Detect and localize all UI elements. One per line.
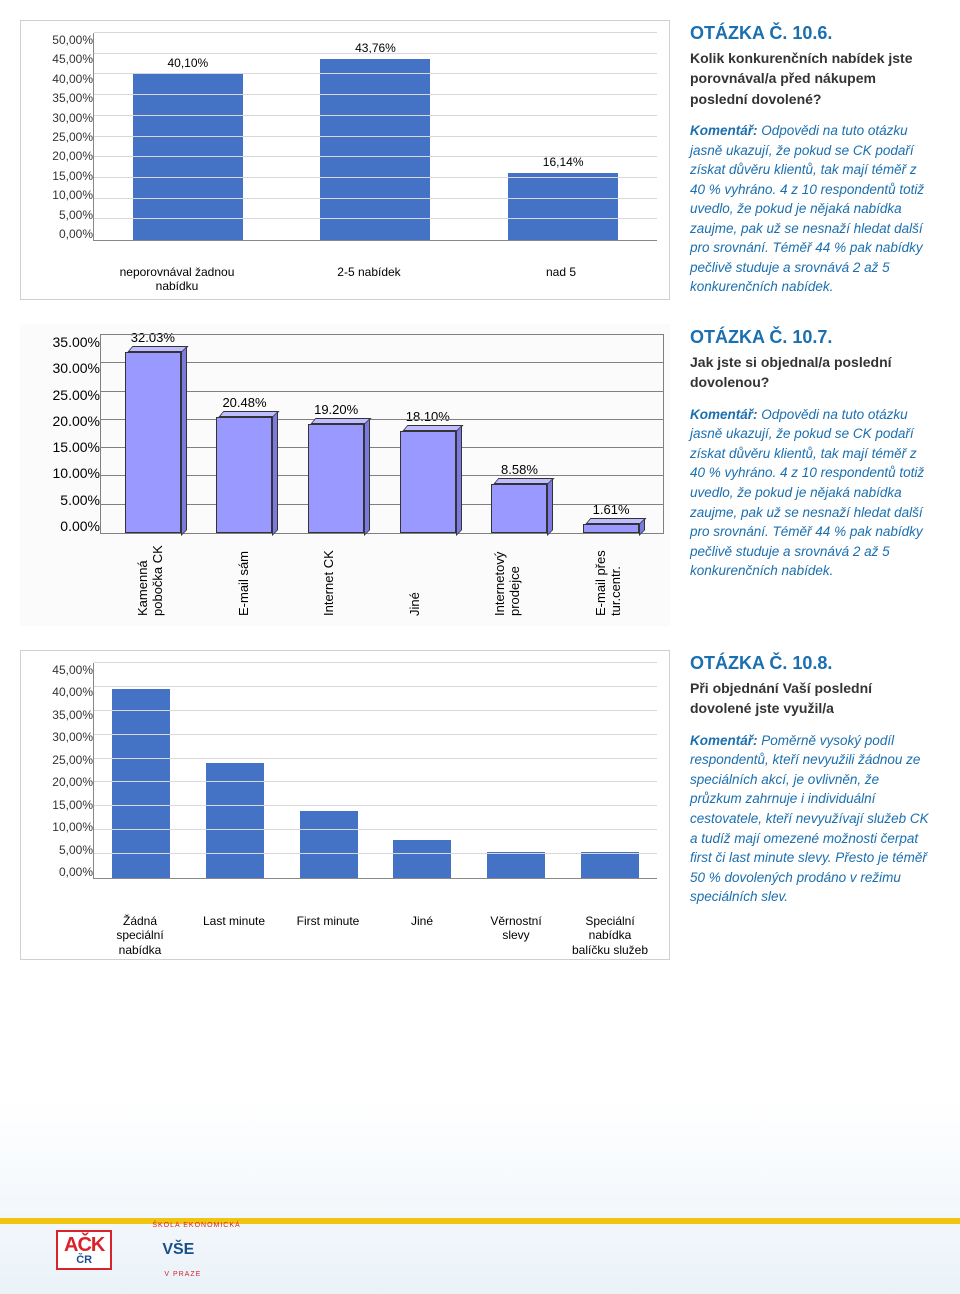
question-6-text: OTÁZKA Č. 10.6. Kolik konkurenčních nabí… (690, 20, 930, 300)
ack-logo: AČK ČR (56, 1230, 112, 1270)
chart-q7-wrap: 0.00%5.00%10.00%15.00%20.00%25.00%30.00%… (20, 324, 670, 626)
q7-subtitle: Jak jste si objednal/a poslední dovoleno… (690, 352, 930, 393)
q7-title: OTÁZKA Č. 10.7. (690, 324, 930, 350)
vse-logo: ŠKOLA EKONOMICKÁ VŠE V PRAZE (142, 1222, 214, 1278)
chart-q8: 0,00%5,00%10,00%15,00%20,00%25,00%30,00%… (20, 650, 670, 960)
q6-title: OTÁZKA Č. 10.6. (690, 20, 930, 46)
q8-comment: Komentář: Poměrně vysoký podíl responden… (690, 731, 930, 907)
q6-subtitle: Kolik konkurenčních nabídek jste porovná… (690, 48, 930, 109)
footer-logos: AČK ČR ŠKOLA EKONOMICKÁ VŠE V PRAZE (56, 1222, 214, 1278)
chart-q6: 0,00%5,00%10,00%15,00%20,00%25,00%30,00%… (20, 20, 670, 300)
question-8-text: OTÁZKA Č. 10.8. Při objednání Vaší posle… (690, 650, 930, 960)
q8-subtitle: Při objednání Vaší poslední dovolené jst… (690, 678, 930, 719)
q8-title: OTÁZKA Č. 10.8. (690, 650, 930, 676)
q7-comment: Komentář: Odpovědi na tuto otázku jasně … (690, 405, 930, 581)
chart-q7: 0.00%5.00%10.00%15.00%20.00%25.00%30.00%… (26, 330, 664, 620)
q6-comment: Komentář: Odpovědi na tuto otázku jasně … (690, 121, 930, 297)
question-7-text: OTÁZKA Č. 10.7. Jak jste si objednal/a p… (690, 324, 930, 626)
